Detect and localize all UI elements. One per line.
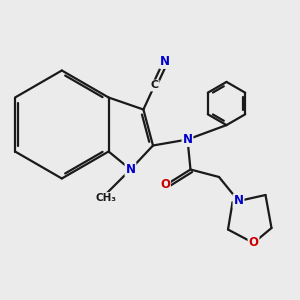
Text: C: C [150, 80, 159, 91]
Text: N: N [233, 194, 244, 208]
Text: O: O [160, 178, 170, 191]
Text: N: N [160, 55, 170, 68]
Text: O: O [248, 236, 259, 250]
Text: N: N [182, 133, 193, 146]
Text: CH₃: CH₃ [96, 193, 117, 203]
Text: N: N [125, 163, 136, 176]
